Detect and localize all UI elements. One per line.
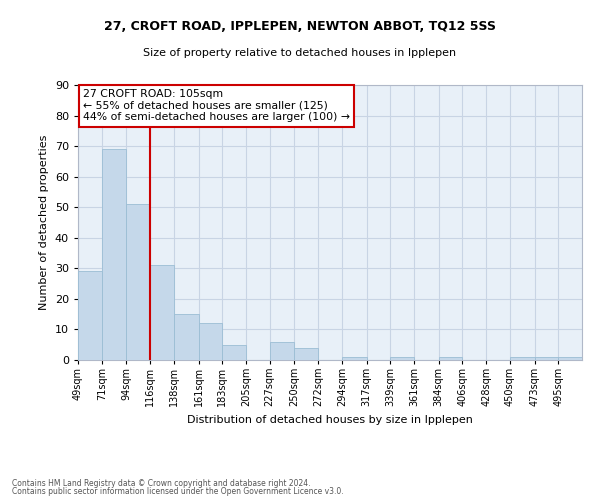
Bar	[101, 149, 127, 360]
Text: Size of property relative to detached houses in Ipplepen: Size of property relative to detached ho…	[143, 48, 457, 58]
Bar	[510, 357, 535, 360]
Bar	[223, 344, 246, 360]
Bar	[269, 342, 295, 360]
Text: Contains HM Land Registry data © Crown copyright and database right 2024.: Contains HM Land Registry data © Crown c…	[12, 478, 311, 488]
Bar	[439, 357, 463, 360]
Bar	[199, 324, 223, 360]
Bar	[78, 272, 101, 360]
Text: 27 CROFT ROAD: 105sqm
← 55% of detached houses are smaller (125)
44% of semi-det: 27 CROFT ROAD: 105sqm ← 55% of detached …	[83, 89, 350, 122]
Bar	[127, 204, 150, 360]
Bar	[295, 348, 318, 360]
Bar	[559, 357, 582, 360]
Bar	[342, 357, 367, 360]
X-axis label: Distribution of detached houses by size in Ipplepen: Distribution of detached houses by size …	[187, 415, 473, 425]
Bar	[150, 266, 174, 360]
Y-axis label: Number of detached properties: Number of detached properties	[39, 135, 49, 310]
Text: Contains public sector information licensed under the Open Government Licence v3: Contains public sector information licen…	[12, 487, 344, 496]
Bar	[535, 357, 559, 360]
Bar	[174, 314, 199, 360]
Bar	[391, 357, 414, 360]
Text: 27, CROFT ROAD, IPPLEPEN, NEWTON ABBOT, TQ12 5SS: 27, CROFT ROAD, IPPLEPEN, NEWTON ABBOT, …	[104, 20, 496, 33]
